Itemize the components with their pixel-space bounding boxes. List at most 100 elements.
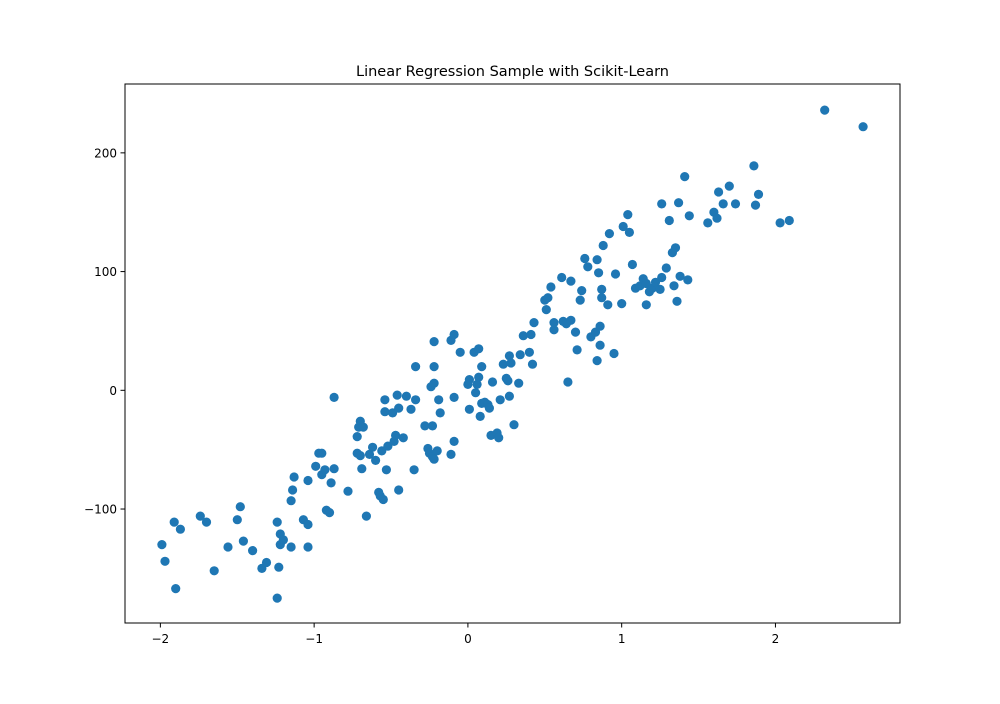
data-point [592, 255, 602, 265]
data-point [477, 362, 487, 372]
ticks-layer: −2 −1 0 1 2 −100 0 100 200 [84, 146, 779, 646]
data-point [557, 272, 567, 283]
data-point [381, 465, 391, 475]
data-point [380, 395, 390, 405]
data-point [406, 404, 416, 414]
data-point [503, 376, 513, 386]
data-point [750, 200, 761, 210]
data-point [160, 556, 170, 566]
data-point [684, 211, 694, 221]
y-tick-label: 100 [94, 265, 117, 279]
data-point [355, 451, 365, 461]
data-point [610, 269, 621, 279]
data-point [683, 275, 693, 285]
y-tick-label: −100 [84, 503, 117, 517]
data-point [380, 407, 390, 417]
data-point [509, 420, 519, 430]
data-point [618, 221, 628, 232]
data-point [435, 408, 445, 418]
data-point [286, 496, 296, 506]
data-point [391, 430, 401, 440]
data-point [392, 390, 402, 400]
data-point [627, 259, 638, 270]
data-point [232, 515, 242, 525]
data-point [669, 281, 679, 291]
data-point [329, 464, 339, 474]
data-point [784, 215, 794, 226]
data-point [429, 337, 439, 347]
data-point [575, 295, 585, 305]
y-tick-label: 0 [109, 384, 117, 398]
data-point [272, 593, 282, 603]
data-point [464, 404, 474, 414]
data-point [527, 359, 538, 369]
data-point [449, 392, 459, 402]
data-point [272, 517, 282, 527]
data-point [320, 465, 330, 475]
data-point [703, 218, 713, 228]
data-point [583, 262, 593, 272]
data-point [641, 300, 651, 310]
data-point [157, 540, 167, 550]
data-point [432, 446, 442, 456]
data-point [570, 327, 581, 337]
data-point [195, 511, 205, 521]
y-tick-label: 200 [94, 146, 117, 160]
data-point [504, 391, 514, 401]
data-point [526, 329, 536, 340]
data-point [303, 475, 313, 486]
data-point [238, 536, 248, 546]
data-point [604, 229, 615, 239]
data-point [566, 315, 576, 325]
data-point [427, 421, 438, 431]
data-point [674, 198, 684, 208]
data-point [504, 351, 514, 361]
data-point [471, 388, 481, 398]
data-point [714, 187, 724, 197]
data-point [235, 502, 245, 512]
data-point [364, 449, 375, 459]
data-point [209, 566, 219, 576]
data-point [657, 199, 667, 209]
data-point [223, 542, 233, 552]
data-point [357, 464, 367, 474]
data-point [303, 542, 313, 552]
data-point [498, 359, 508, 369]
data-point [484, 403, 494, 413]
data-point [753, 189, 764, 199]
data-point [580, 253, 590, 264]
data-point [368, 442, 378, 452]
data-point [657, 272, 667, 283]
data-point [549, 325, 559, 335]
data-point [274, 562, 284, 572]
data-point [494, 433, 504, 443]
data-point [592, 356, 602, 366]
data-point [563, 377, 573, 387]
data-point [543, 293, 553, 303]
data-point [650, 277, 661, 287]
data-point [595, 340, 605, 350]
data-point [566, 276, 576, 286]
data-point [429, 362, 439, 372]
data-point [394, 485, 404, 495]
data-point [661, 263, 671, 273]
data-point [261, 557, 272, 568]
data-point [670, 243, 681, 253]
data-point [597, 293, 607, 303]
data-point [352, 432, 362, 442]
data-point [248, 546, 258, 556]
data-point [858, 122, 868, 132]
data-point [515, 350, 525, 360]
data-point [411, 395, 421, 405]
x-tick-label: 2 [772, 632, 780, 646]
data-point [420, 421, 430, 431]
data-point [434, 395, 444, 405]
data-point [712, 213, 722, 223]
data-point [278, 535, 288, 545]
data-point [472, 379, 482, 389]
data-point [487, 377, 498, 387]
x-tick-label: 1 [618, 632, 626, 646]
data-point [464, 375, 474, 385]
x-tick-label: −1 [305, 632, 323, 646]
